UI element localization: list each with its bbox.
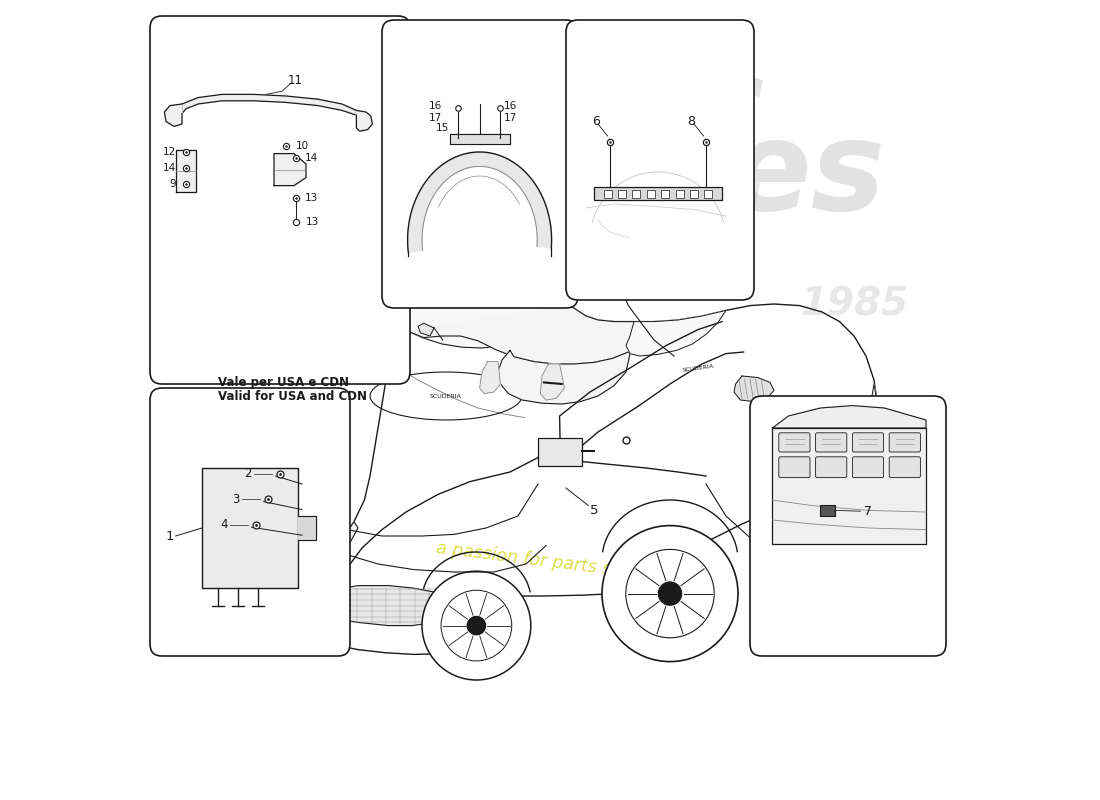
- Text: 8: 8: [688, 115, 695, 128]
- FancyBboxPatch shape: [779, 457, 810, 478]
- Bar: [594, 187, 722, 200]
- Text: c: c: [689, 51, 763, 173]
- Polygon shape: [772, 406, 926, 428]
- Bar: [647, 190, 654, 198]
- Text: SCUDERIA: SCUDERIA: [682, 363, 714, 373]
- Text: 2: 2: [244, 467, 252, 480]
- Text: 16: 16: [504, 101, 517, 110]
- Polygon shape: [540, 364, 564, 400]
- Text: 11: 11: [288, 74, 304, 86]
- Bar: [202, 468, 298, 588]
- Polygon shape: [182, 94, 356, 115]
- Polygon shape: [356, 110, 373, 131]
- Bar: [604, 190, 612, 198]
- Text: Su: Su: [625, 162, 763, 254]
- FancyBboxPatch shape: [852, 433, 883, 452]
- Text: 13: 13: [305, 194, 319, 203]
- Text: 6: 6: [592, 115, 600, 128]
- Bar: [538, 438, 582, 466]
- Text: 3: 3: [232, 493, 240, 506]
- Text: SCUDERIA: SCUDERIA: [430, 394, 462, 398]
- FancyBboxPatch shape: [889, 457, 921, 478]
- Circle shape: [422, 571, 531, 680]
- Text: 9: 9: [169, 179, 176, 189]
- FancyBboxPatch shape: [150, 388, 350, 656]
- Bar: [618, 190, 626, 198]
- Polygon shape: [305, 522, 358, 592]
- Polygon shape: [450, 134, 510, 144]
- Text: 5: 5: [590, 504, 598, 517]
- Polygon shape: [298, 516, 316, 540]
- FancyBboxPatch shape: [815, 433, 847, 452]
- Polygon shape: [626, 310, 726, 356]
- FancyBboxPatch shape: [779, 433, 810, 452]
- Circle shape: [466, 616, 486, 635]
- Text: 10: 10: [296, 141, 309, 150]
- Text: 17: 17: [429, 114, 442, 123]
- Bar: [690, 190, 698, 198]
- Text: Valid for USA and CDN: Valid for USA and CDN: [218, 390, 367, 402]
- Bar: [675, 190, 683, 198]
- Text: 17: 17: [504, 114, 517, 123]
- Circle shape: [658, 582, 682, 606]
- FancyBboxPatch shape: [566, 20, 754, 300]
- Text: 4: 4: [220, 518, 228, 531]
- Polygon shape: [164, 104, 182, 126]
- FancyBboxPatch shape: [852, 457, 883, 478]
- Polygon shape: [396, 271, 570, 348]
- Text: 1: 1: [166, 530, 174, 542]
- Polygon shape: [846, 384, 878, 476]
- Text: 14: 14: [305, 154, 319, 163]
- Text: 13: 13: [306, 218, 319, 227]
- Polygon shape: [734, 376, 774, 402]
- Polygon shape: [418, 323, 434, 336]
- Bar: [772, 428, 926, 544]
- FancyBboxPatch shape: [382, 20, 578, 308]
- Circle shape: [602, 526, 738, 662]
- Polygon shape: [408, 152, 551, 252]
- Text: 1985: 1985: [800, 285, 907, 323]
- Polygon shape: [498, 350, 630, 404]
- Text: 12: 12: [163, 147, 176, 157]
- Text: 15: 15: [436, 123, 449, 133]
- Polygon shape: [305, 586, 450, 626]
- Polygon shape: [406, 306, 654, 364]
- FancyBboxPatch shape: [889, 433, 921, 452]
- Polygon shape: [274, 154, 306, 186]
- Text: 16: 16: [429, 101, 442, 110]
- Text: a passion for parts since 1985: a passion for parts since 1985: [434, 539, 697, 589]
- FancyBboxPatch shape: [815, 457, 847, 478]
- Polygon shape: [176, 150, 197, 192]
- Bar: [704, 190, 713, 198]
- Text: 14: 14: [163, 163, 176, 173]
- Bar: [632, 190, 640, 198]
- Polygon shape: [480, 362, 501, 394]
- Text: Vale per USA e CDN: Vale per USA e CDN: [218, 376, 349, 389]
- FancyBboxPatch shape: [150, 16, 410, 384]
- Bar: [821, 505, 835, 516]
- Text: 7: 7: [865, 505, 872, 518]
- Bar: [661, 190, 669, 198]
- Text: es: es: [726, 115, 886, 237]
- FancyBboxPatch shape: [750, 396, 946, 656]
